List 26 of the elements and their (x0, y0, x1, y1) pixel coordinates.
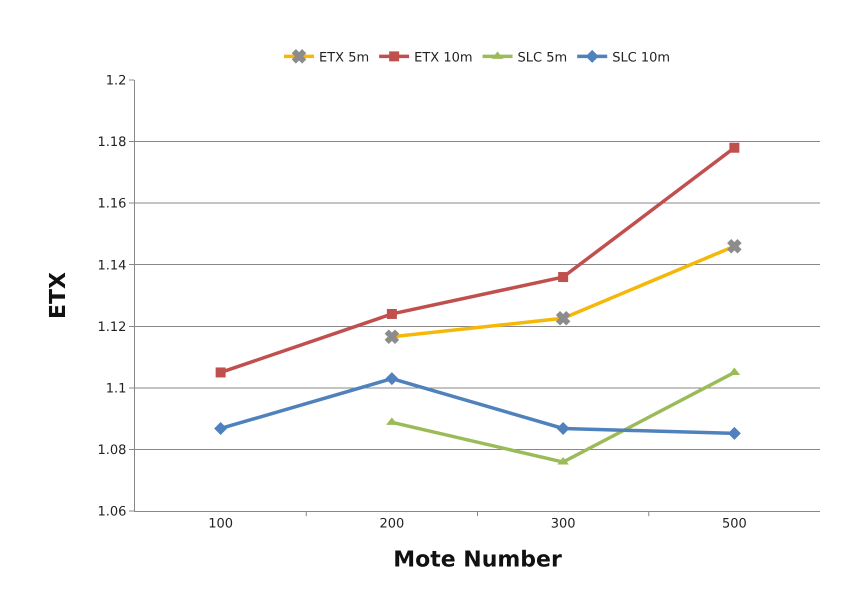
point (558, 272, 568, 282)
point (386, 308, 397, 319)
y-tick-label: 1.16 (97, 196, 126, 212)
x-tick-label: 300 (550, 516, 576, 532)
point (729, 142, 740, 153)
legend-label: ETX 10m (414, 50, 473, 66)
y-tick-label: 1.18 (97, 135, 126, 150)
point (214, 422, 228, 435)
y-tick-label: 1.12 (97, 320, 126, 335)
legend-label: SLC 10m (612, 50, 670, 66)
y-tick-label: 1.08 (97, 442, 126, 458)
y-tick-label: 1.2 (106, 74, 126, 89)
y-tick-label: 1.1 (106, 381, 126, 396)
y-tick-label: 1.06 (97, 504, 126, 520)
point (728, 426, 741, 440)
y-tick-label: 1.14 (97, 258, 126, 274)
legend-label: ETX 5m (319, 50, 370, 66)
point (556, 422, 570, 435)
x-axis-title: Mote Number (393, 548, 562, 572)
point (385, 372, 398, 386)
legend-label: SLC 5m (518, 50, 568, 66)
y-axis-title: ETX (46, 272, 72, 319)
x-tick-label: 200 (379, 516, 404, 532)
point (216, 367, 226, 378)
x-tick-label: 100 (208, 516, 234, 532)
x-tick-label: 500 (722, 516, 747, 532)
